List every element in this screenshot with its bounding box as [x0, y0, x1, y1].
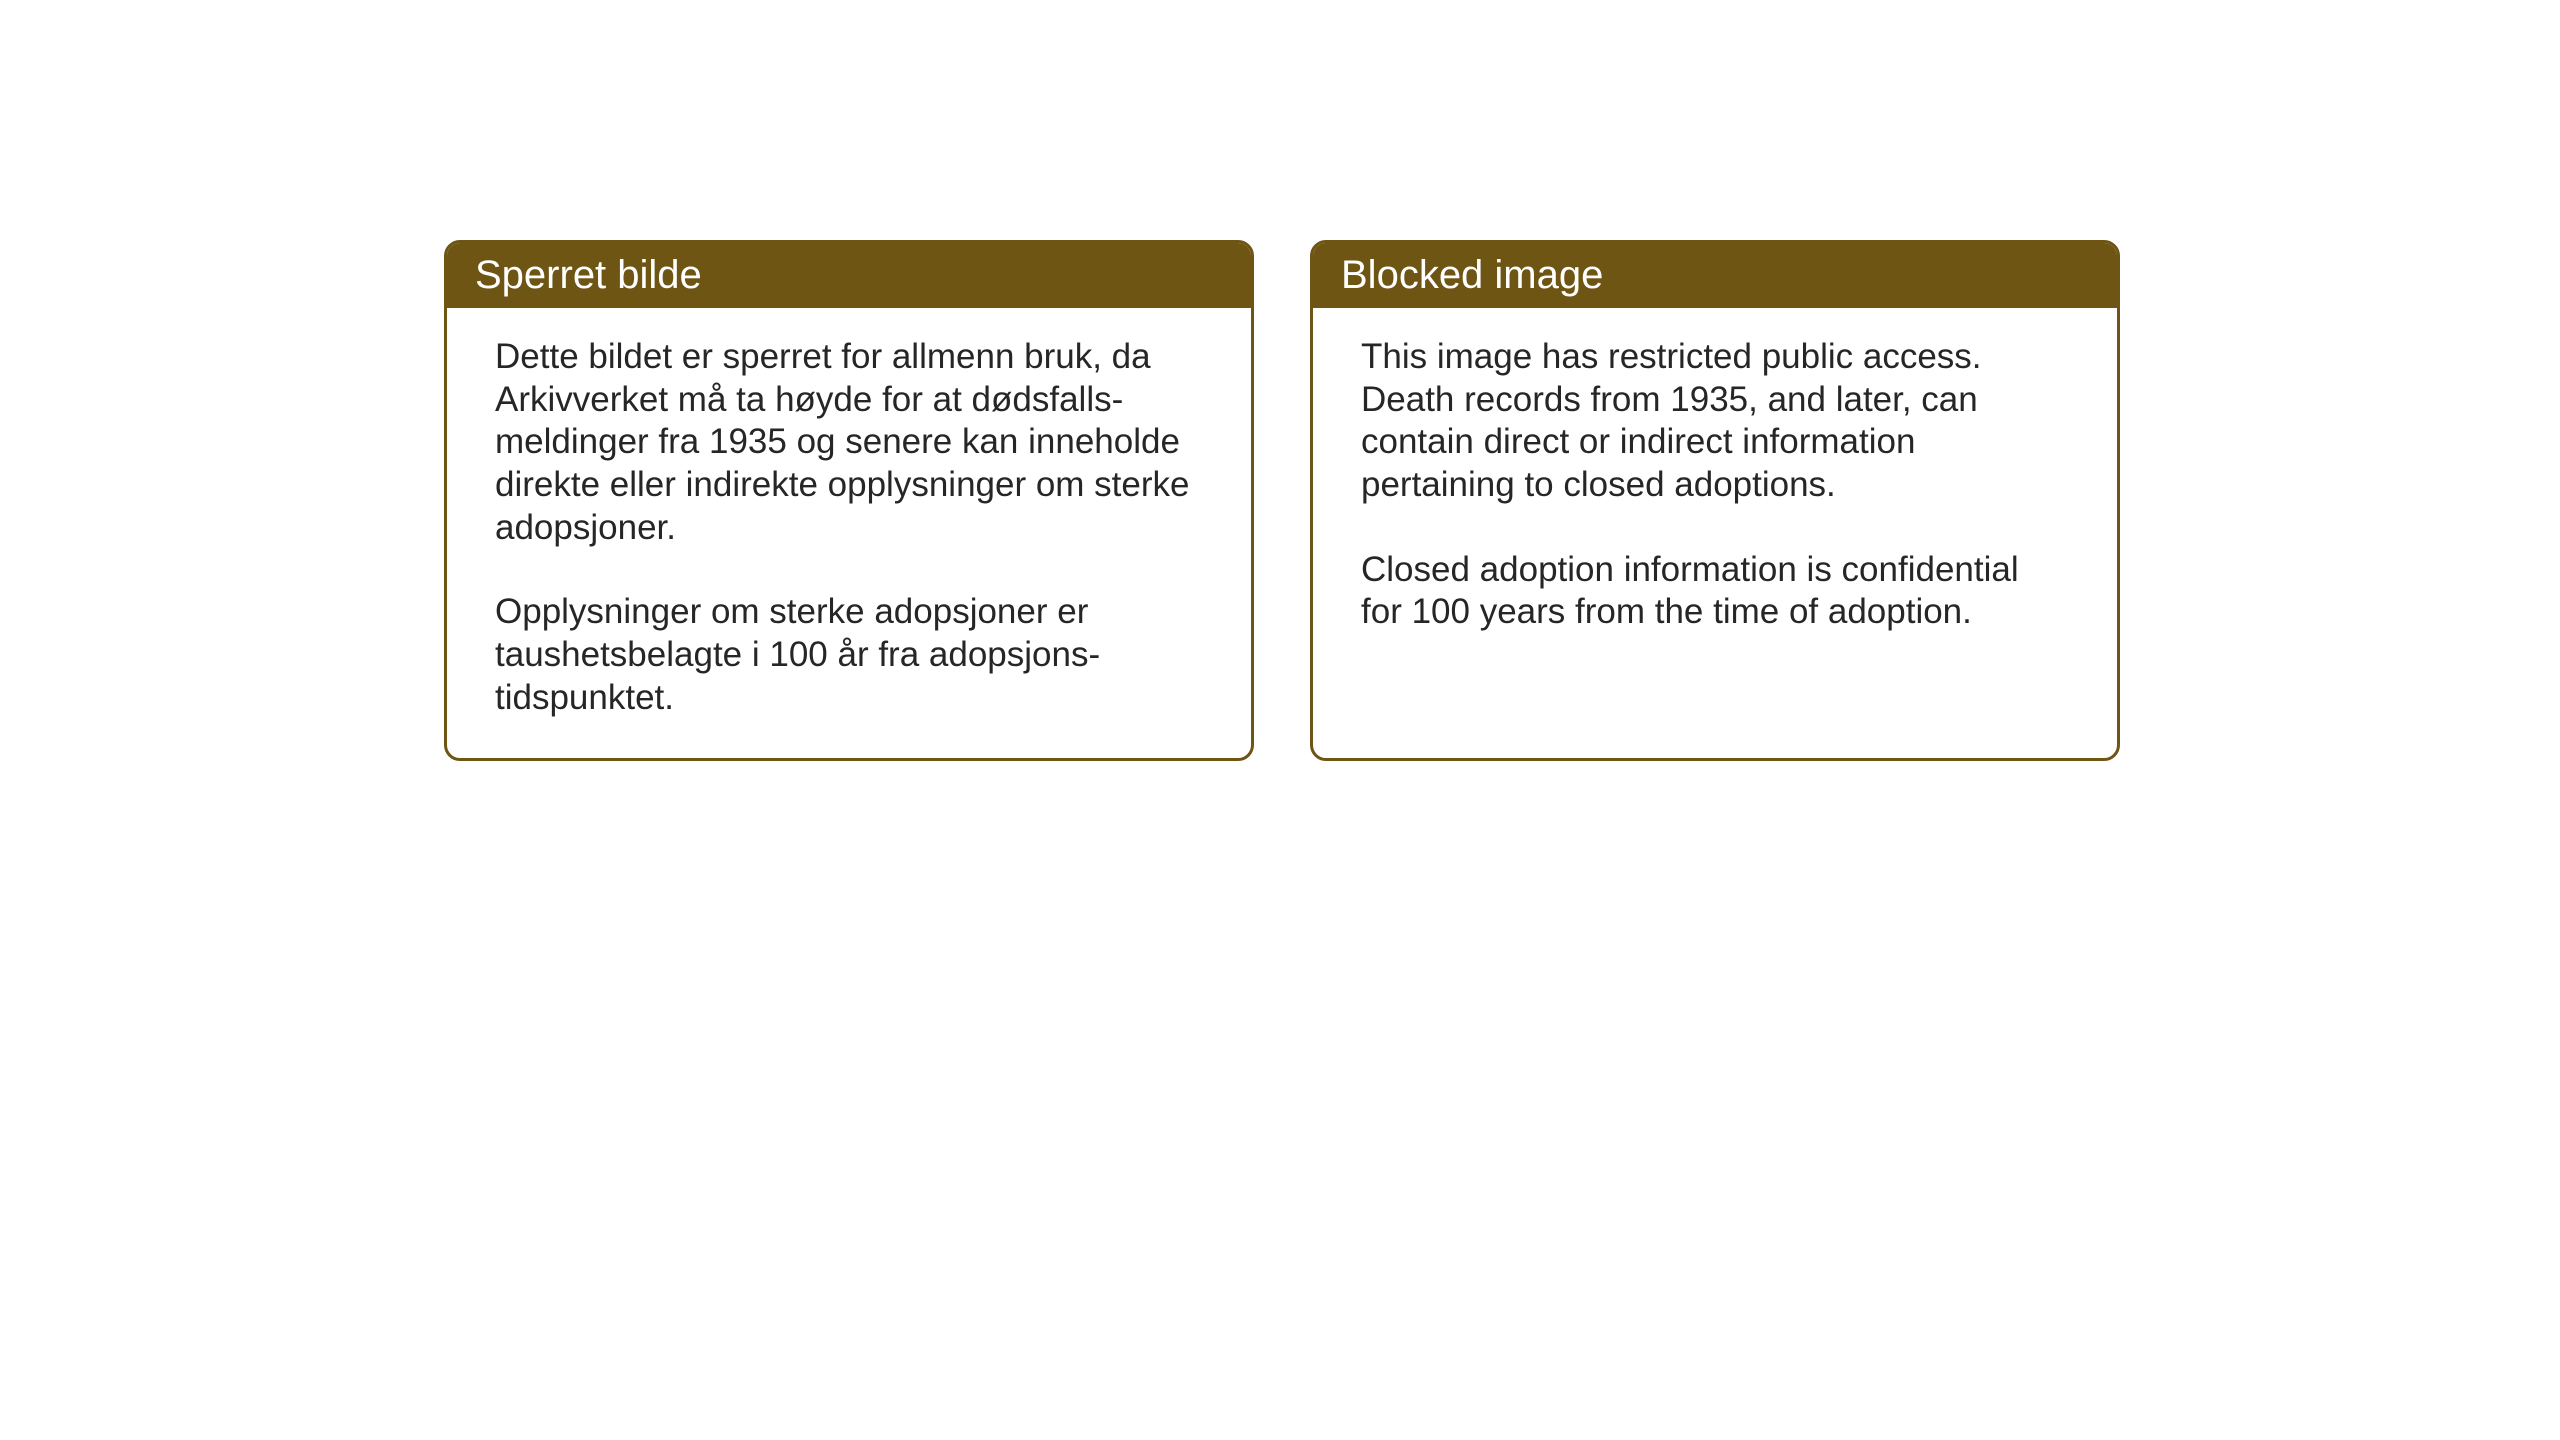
english-paragraph-2: Closed adoption information is confident…: [1361, 549, 2069, 634]
norwegian-card-header: Sperret bilde: [447, 243, 1251, 308]
notice-container: Sperret bilde Dette bildet er sperret fo…: [0, 0, 2560, 761]
norwegian-paragraph-2: Opplysninger om sterke adopsjoner er tau…: [495, 591, 1203, 719]
norwegian-paragraph-1: Dette bildet er sperret for allmenn bruk…: [495, 336, 1203, 549]
english-notice-card: Blocked image This image has restricted …: [1310, 240, 2120, 761]
english-card-body: This image has restricted public access.…: [1313, 308, 2117, 672]
english-card-header: Blocked image: [1313, 243, 2117, 308]
english-paragraph-1: This image has restricted public access.…: [1361, 336, 2069, 507]
norwegian-card-body: Dette bildet er sperret for allmenn bruk…: [447, 308, 1251, 758]
norwegian-notice-card: Sperret bilde Dette bildet er sperret fo…: [444, 240, 1254, 761]
english-card-title: Blocked image: [1341, 253, 1603, 297]
norwegian-card-title: Sperret bilde: [475, 253, 702, 297]
